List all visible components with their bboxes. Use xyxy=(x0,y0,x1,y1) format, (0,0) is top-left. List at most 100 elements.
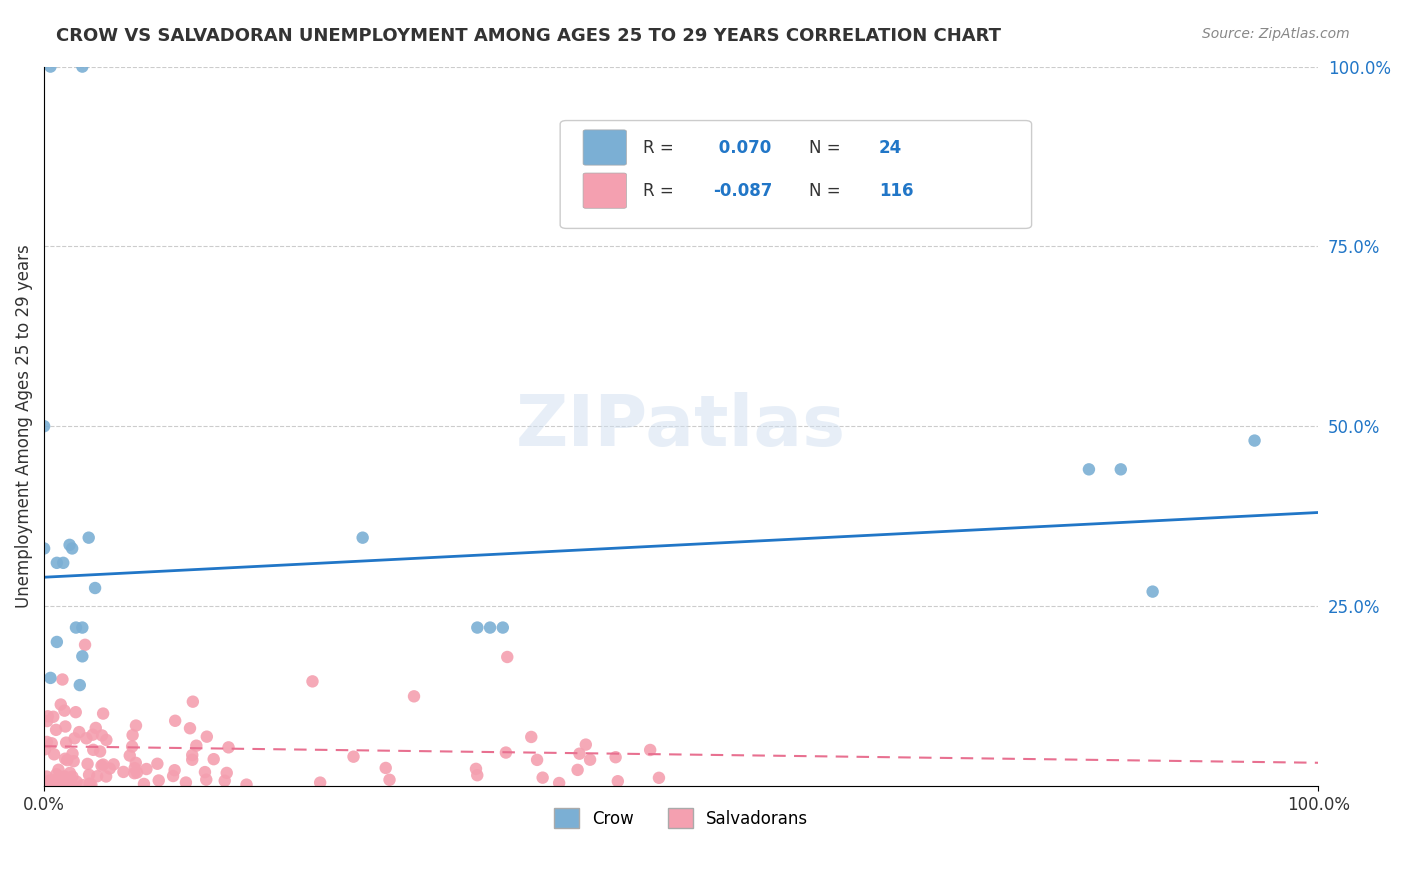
Point xyxy=(67,725,90,739)
Point xyxy=(98,762,121,776)
Point xyxy=(48,763,70,777)
Point xyxy=(73,638,96,652)
Point xyxy=(53,752,76,766)
Point xyxy=(1077,462,1099,476)
Text: N =: N = xyxy=(808,139,845,157)
Point xyxy=(37,709,59,723)
Point xyxy=(45,723,67,737)
Point xyxy=(42,710,65,724)
Text: CROW VS SALVADORAN UNEMPLOYMENT AMONG AGES 25 TO 29 YEARS CORRELATION CHART: CROW VS SALVADORAN UNEMPLOYMENT AMONG AG… xyxy=(56,27,1001,45)
Text: ZIPatlas: ZIPatlas xyxy=(516,392,846,460)
Point xyxy=(165,714,187,728)
Point xyxy=(548,776,571,790)
Point xyxy=(163,763,186,777)
Text: R =: R = xyxy=(643,139,679,157)
Point xyxy=(58,777,80,791)
Point xyxy=(125,765,148,780)
Point xyxy=(121,739,143,754)
Point xyxy=(194,765,217,780)
Point xyxy=(77,531,100,545)
Point xyxy=(35,735,58,749)
Point xyxy=(77,768,100,782)
Point xyxy=(60,541,83,556)
Point xyxy=(174,775,197,789)
Point xyxy=(58,774,80,789)
Point xyxy=(53,769,76,783)
Point xyxy=(94,769,117,783)
Point xyxy=(215,765,238,780)
Point xyxy=(402,690,425,704)
Y-axis label: Unemployment Among Ages 25 to 29 years: Unemployment Among Ages 25 to 29 years xyxy=(15,244,32,608)
Point xyxy=(80,778,103,792)
Point xyxy=(648,771,671,785)
Point xyxy=(567,763,589,777)
Point xyxy=(132,777,155,791)
Point xyxy=(72,649,94,664)
Point xyxy=(46,773,69,788)
Point xyxy=(465,762,488,776)
Point xyxy=(75,731,97,746)
Point xyxy=(103,757,125,772)
Point xyxy=(568,747,591,761)
Point xyxy=(55,736,77,750)
Point xyxy=(202,752,225,766)
Point xyxy=(45,635,67,649)
Point xyxy=(35,770,58,784)
Point xyxy=(181,753,204,767)
Point xyxy=(465,621,488,635)
Point xyxy=(51,778,73,792)
Point xyxy=(41,736,63,750)
Point xyxy=(374,761,396,775)
Point xyxy=(59,778,82,792)
Point xyxy=(53,704,76,718)
Text: R =: R = xyxy=(643,182,679,200)
Text: 0.070: 0.070 xyxy=(713,139,772,157)
Point xyxy=(520,730,543,744)
Point xyxy=(579,753,602,767)
Point xyxy=(124,761,146,775)
FancyBboxPatch shape xyxy=(583,173,627,208)
Point xyxy=(63,731,86,746)
Point xyxy=(56,753,79,767)
Point xyxy=(32,541,55,556)
Point xyxy=(42,747,65,762)
Point xyxy=(181,747,204,762)
Point xyxy=(62,778,84,792)
Point xyxy=(235,778,257,792)
Point xyxy=(638,743,661,757)
Point xyxy=(62,754,84,768)
Point xyxy=(195,772,218,787)
Point xyxy=(89,744,111,758)
Point xyxy=(65,621,87,635)
Point xyxy=(342,749,364,764)
Point xyxy=(605,750,627,764)
Point xyxy=(42,778,65,792)
Point xyxy=(96,733,118,747)
Point xyxy=(72,778,94,792)
Point xyxy=(1142,584,1164,599)
Point xyxy=(301,674,323,689)
Point xyxy=(51,771,73,785)
Point xyxy=(214,773,236,788)
Text: Source: ZipAtlas.com: Source: ZipAtlas.com xyxy=(1202,27,1350,41)
Point xyxy=(60,770,83,784)
Point xyxy=(606,774,628,789)
Point xyxy=(496,650,519,665)
Text: 24: 24 xyxy=(879,139,901,157)
Point xyxy=(118,748,141,763)
Point xyxy=(91,706,114,721)
Point xyxy=(125,718,148,732)
Point xyxy=(121,728,143,742)
Point xyxy=(32,419,55,434)
Point xyxy=(56,778,79,792)
Point xyxy=(146,756,169,771)
Legend: Crow, Salvadorans: Crow, Salvadorans xyxy=(547,801,815,835)
Point xyxy=(49,698,72,712)
Point xyxy=(82,728,104,742)
FancyBboxPatch shape xyxy=(560,120,1032,228)
Point xyxy=(72,621,94,635)
Point xyxy=(135,762,157,776)
Point xyxy=(309,775,332,789)
Point xyxy=(378,772,401,787)
Point xyxy=(218,740,240,755)
